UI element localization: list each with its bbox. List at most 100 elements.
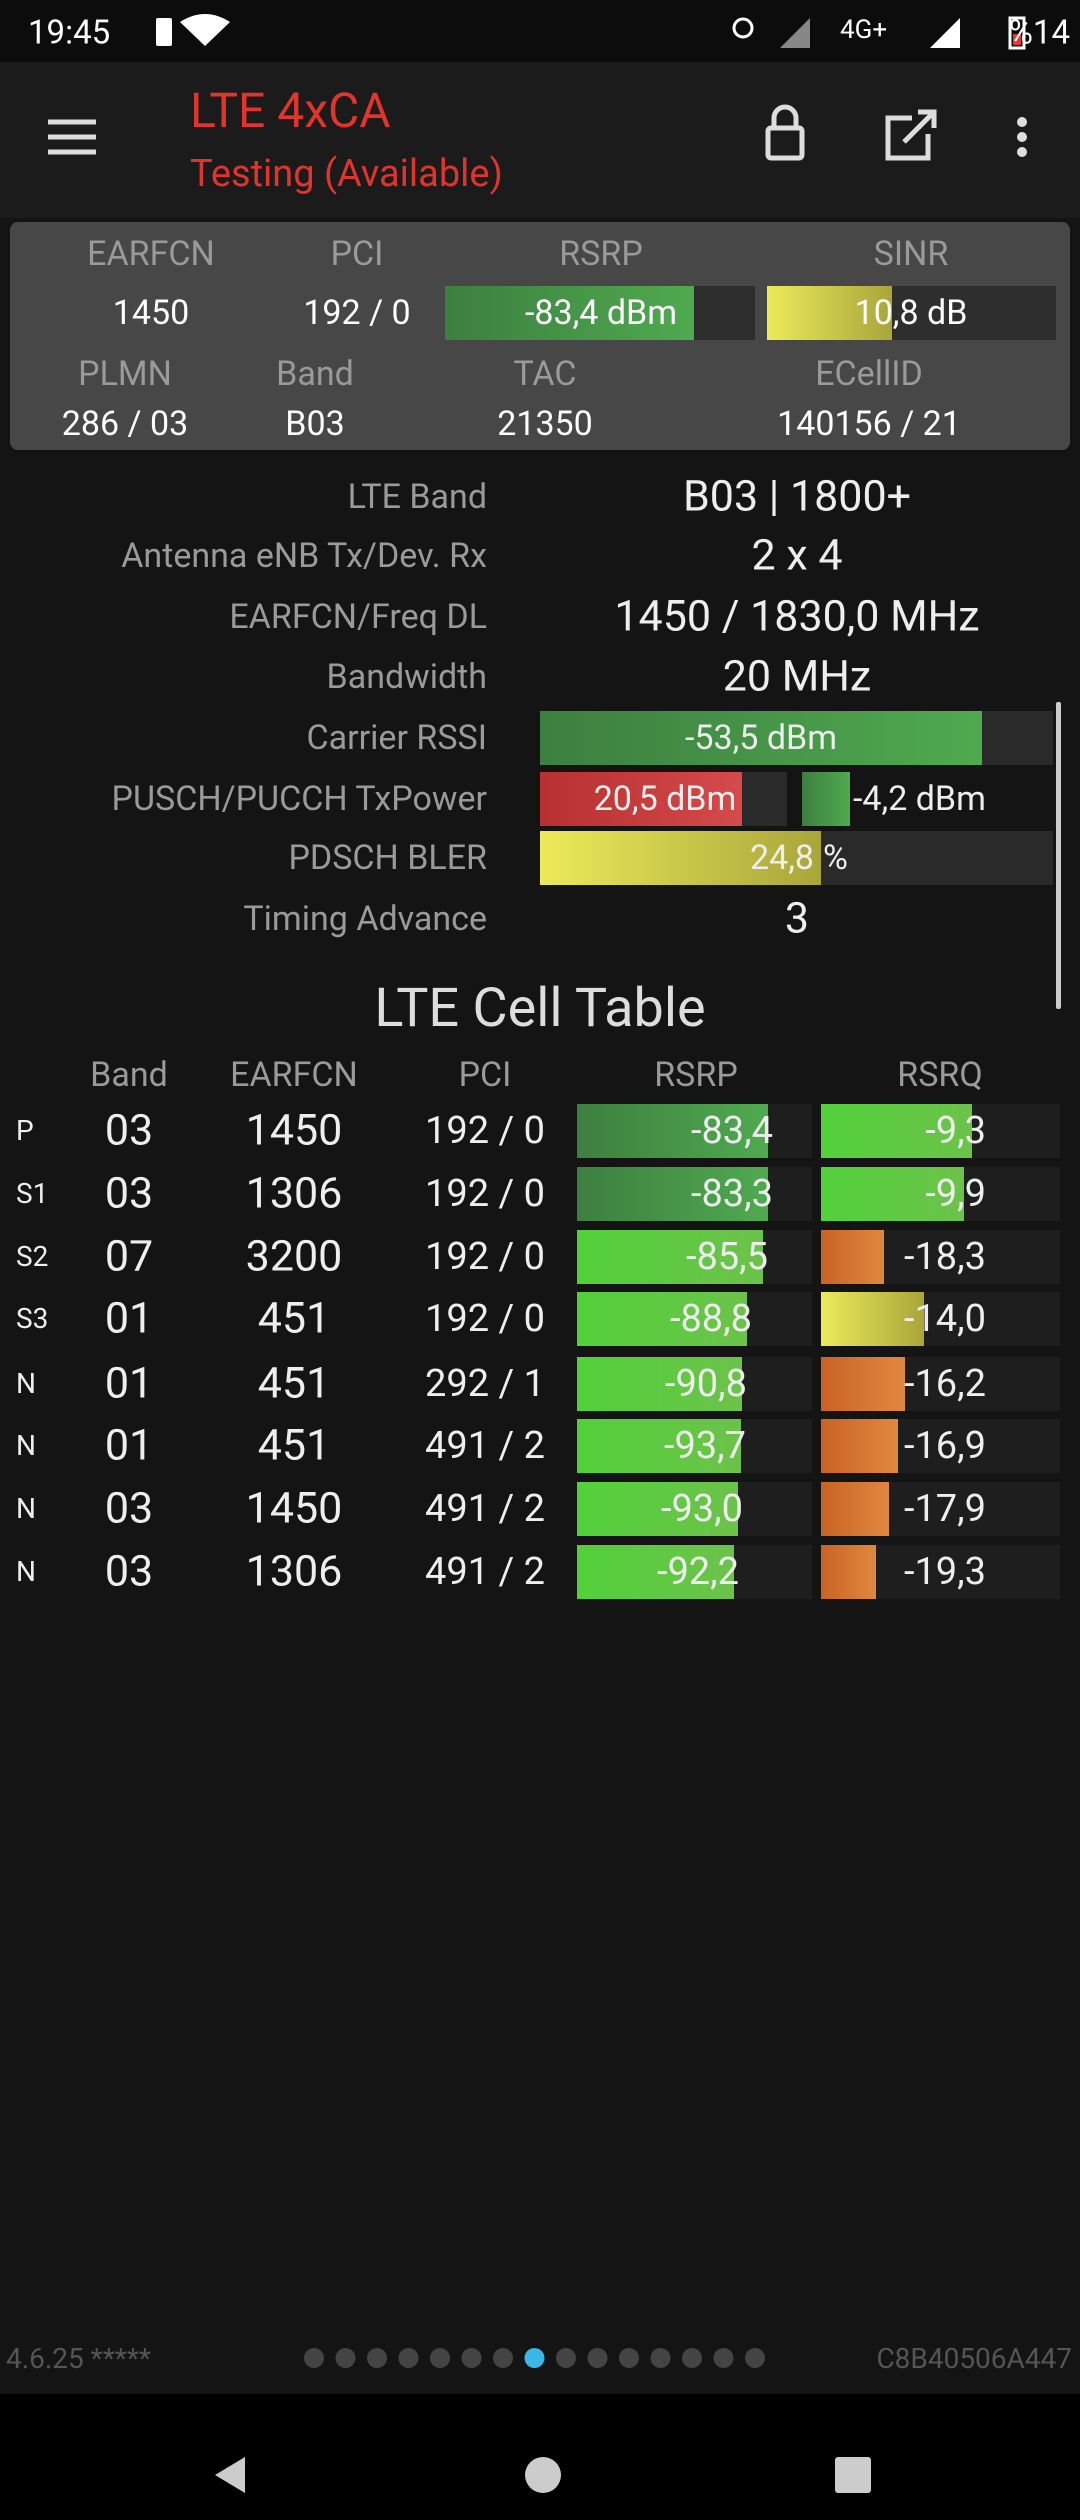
summary-label: RSRP [559, 234, 643, 274]
page-dot[interactable] [713, 2348, 734, 2368]
cell-rsrq-bar [821, 1357, 905, 1411]
detail-label: Carrier RSSI [306, 718, 488, 758]
page-dot[interactable] [619, 2348, 639, 2368]
page-dot[interactable] [682, 2348, 702, 2368]
cell-rsrp-bar [577, 1292, 747, 1346]
page-dot[interactable] [335, 2348, 356, 2368]
detail-value: 2 x 4 [751, 530, 843, 581]
cell-rsrq-bar [821, 1545, 876, 1599]
summary-value: -83,4 dBm [524, 293, 678, 333]
detail-value: 20 MHz [722, 651, 872, 702]
cell-rsrq: -17,9 [903, 1487, 986, 1531]
cell-pci: 491 / 2 [425, 1424, 545, 1468]
detail-value: % [823, 838, 848, 878]
recents-button[interactable] [835, 2457, 871, 2493]
cell-rsrq: -19,3 [903, 1550, 986, 1594]
summary-value: B03 [285, 404, 345, 444]
page-indicator[interactable] [304, 2348, 765, 2368]
cell-rsrq-bar [821, 1419, 898, 1473]
cell-rsrq: -16,9 [903, 1424, 986, 1468]
summary-label: PLMN [78, 354, 172, 394]
cell-rsrq: -9,3 [925, 1109, 986, 1153]
cell-pci: 192 / 0 [425, 1297, 545, 1341]
cell-pci: 192 / 0 [425, 1109, 545, 1153]
page-dot[interactable] [745, 2348, 765, 2368]
detail-label: PDSCH BLER [288, 838, 487, 878]
cell-type: N [16, 1492, 36, 1525]
cell-rsrp-bar [577, 1357, 742, 1411]
summary-value: 286 / 03 [61, 404, 189, 444]
cell-band: 07 [104, 1231, 154, 1282]
cell-type: N [16, 1555, 36, 1588]
page-dot[interactable] [367, 2348, 387, 2368]
status-icons [156, 14, 1026, 50]
cell-rsrq-bar [821, 1292, 924, 1346]
app-bar-icons[interactable] [48, 104, 937, 161]
cell-rsrp-bar [577, 1482, 738, 1536]
rssi-bar [540, 711, 982, 765]
scrollbar [1056, 702, 1061, 1009]
clock: 19:45 [28, 13, 111, 53]
cell-rsrp: -85,5 [685, 1235, 768, 1279]
cell-rsrq-bar [821, 1230, 884, 1284]
summary-label: PCI [330, 234, 384, 274]
cell-band: 03 [104, 1546, 154, 1597]
cell-earfcn: 1306 [245, 1168, 343, 1219]
cell-band: 03 [104, 1483, 154, 1534]
cell-earfcn: 1450 [245, 1105, 343, 1156]
cell-earfcn: 451 [257, 1420, 331, 1471]
cell-rsrq: -14,0 [903, 1297, 986, 1341]
cell-band: 01 [104, 1420, 154, 1471]
page-dot[interactable] [430, 2348, 450, 2368]
page-dot[interactable] [587, 2348, 608, 2368]
table-header: RSRQ [897, 1055, 983, 1095]
table-header: PCI [458, 1055, 512, 1095]
page-dot[interactable] [304, 2348, 324, 2368]
page-dot[interactable] [556, 2348, 576, 2368]
device-id: C8B40506A447 [876, 2342, 1072, 2375]
cell-rsrp: -93,0 [660, 1487, 743, 1531]
table-header: Band [90, 1055, 168, 1095]
app-bar [0, 62, 1080, 218]
cell-earfcn: 1306 [245, 1546, 343, 1597]
cell-rsrp-bar [577, 1104, 768, 1158]
cell-rsrp: -83,3 [690, 1172, 773, 1216]
cell-type: P [16, 1114, 34, 1147]
summary-value: 140156 / 21 [777, 404, 961, 444]
battery-level: %14 [1008, 13, 1070, 53]
detail-label: Antenna eNB Tx/Dev. Rx [121, 536, 487, 576]
cell-pci: 192 / 0 [425, 1172, 545, 1216]
detail-label: Bandwidth [326, 657, 487, 697]
table-header: EARFCN [230, 1055, 358, 1095]
cell-type: S2 [16, 1240, 49, 1273]
cell-rsrp: -93,7 [663, 1424, 746, 1468]
cell-type: N [16, 1367, 36, 1400]
summary-value: 10,8 dB [854, 293, 968, 333]
page-dot[interactable] [650, 2348, 671, 2368]
cell-rsrq: -18,3 [903, 1235, 986, 1279]
summary-label: ECellID [815, 354, 923, 394]
detail-value: -4,2 dBm [853, 779, 986, 819]
detail-label: LTE Band [347, 477, 487, 517]
overflow-menu[interactable] [1017, 117, 1027, 157]
cell-rsrq: -16,2 [903, 1362, 986, 1406]
detail-value: 20,5 dBm [593, 779, 737, 819]
page-dot[interactable] [398, 2348, 419, 2368]
summary-value: 192 / 0 [303, 293, 411, 333]
cell-earfcn: 451 [257, 1293, 331, 1344]
back-button[interactable] [215, 2457, 245, 2493]
home-button[interactable] [525, 2457, 561, 2493]
app-version: 4.6.25 ***** [6, 2342, 151, 2375]
status-bar [0, 0, 1080, 62]
detail-label: EARFCN/Freq DL [229, 597, 487, 637]
page-dot[interactable] [461, 2348, 482, 2368]
cell-band: 03 [104, 1105, 154, 1156]
summary-value: 21350 [497, 404, 593, 444]
detail-label: PUSCH/PUCCH TxPower [111, 779, 487, 819]
page-dot[interactable] [524, 2348, 545, 2368]
page-dot[interactable] [493, 2348, 513, 2368]
detail-value: 3 [784, 893, 810, 944]
cell-pci: 491 / 2 [425, 1487, 545, 1531]
cell-rsrp-bar [577, 1419, 741, 1473]
